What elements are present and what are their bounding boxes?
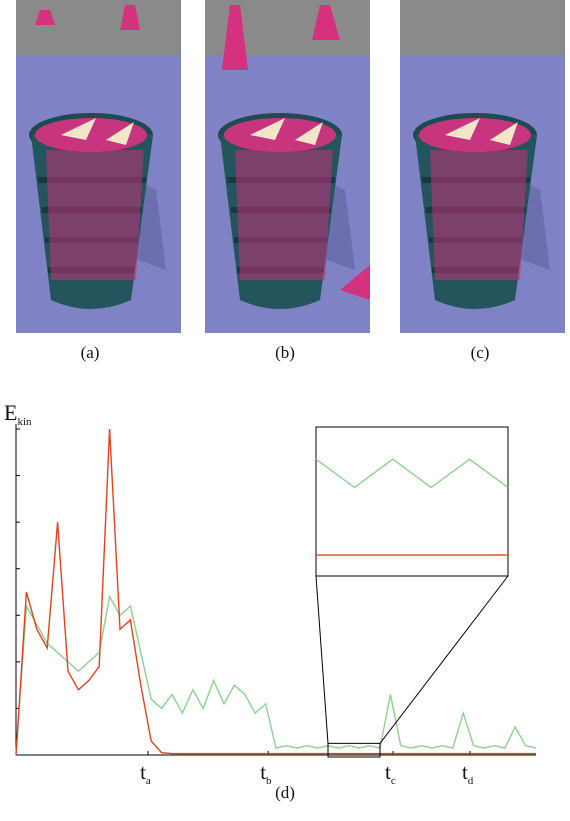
caption: (d): [275, 783, 295, 802]
x-tick-sub: a: [146, 775, 151, 787]
x-tick-label: td: [462, 760, 474, 787]
x-tick-label: tc: [385, 760, 396, 787]
y-label: Ekin: [4, 400, 32, 428]
page: {"panels": [{"caption": "(a)"}, {"captio…: [0, 0, 570, 821]
x-tick-sub: d: [468, 775, 474, 787]
figure: (a) (b) (c) Ekin (d) ta tb tc td: [0, 0, 570, 821]
caption: (c): [471, 343, 490, 362]
panel-a: [16, 0, 181, 333]
x-tick-sub: b: [266, 775, 272, 787]
x-tick-sub: c: [391, 775, 396, 787]
zoom-connector: [380, 576, 508, 743]
caption: (a): [81, 343, 100, 362]
series-line: [16, 597, 536, 755]
x-tick-label: ta: [140, 760, 151, 787]
plot: ta tb tc td: [16, 424, 536, 787]
zoom-connector: [316, 576, 328, 743]
panel-c: [400, 0, 565, 333]
caption: (b): [275, 343, 295, 362]
panel-b: [205, 0, 370, 333]
inset: [316, 427, 508, 576]
x-tick-label: tb: [260, 760, 272, 787]
